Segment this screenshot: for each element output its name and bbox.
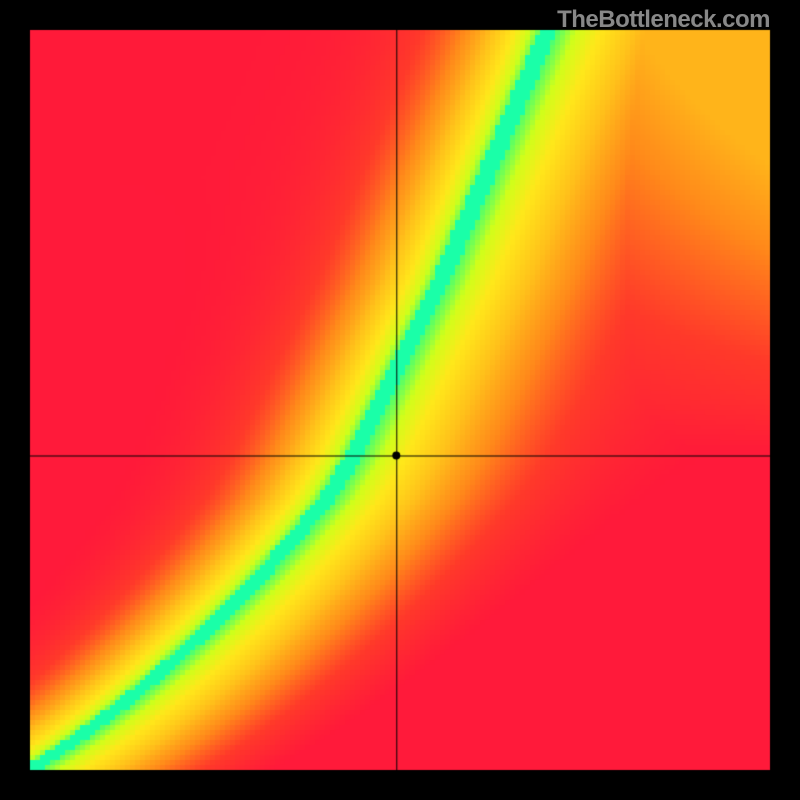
watermark-text: TheBottleneck.com <box>557 6 770 34</box>
bottleneck-heatmap <box>0 0 800 800</box>
